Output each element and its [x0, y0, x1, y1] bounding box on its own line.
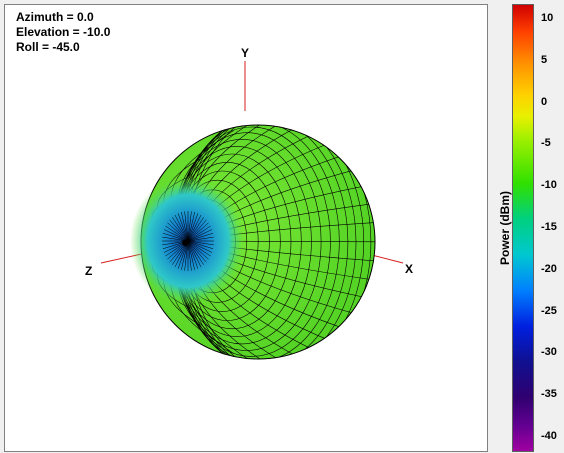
- colorbar-tick-label: -5: [541, 137, 551, 150]
- origin-marker: [182, 240, 188, 246]
- azimuth-readout: Azimuth = 0.0: [16, 10, 94, 24]
- plot-area[interactable]: Y X Z Azimuth = 0.0 Elevation = -10.0 Ro…: [4, 4, 488, 452]
- colorbar-tick-label: 10: [541, 12, 554, 24]
- colorbar-tick-label: -35: [541, 388, 557, 401]
- null-mesh-line: [177, 213, 189, 242]
- colorbar-tick-label: 0: [541, 95, 548, 108]
- colorbar-tick-label: -10: [541, 179, 557, 192]
- colorbar-tick-label: -15: [541, 221, 557, 233]
- colorbar: [512, 4, 534, 452]
- colorbar-tick-label: -30: [541, 346, 557, 359]
- null-mesh-line: [187, 211, 195, 242]
- null-mesh-line: [187, 211, 192, 242]
- null-mesh-line: [187, 229, 213, 242]
- null-mesh-line: [181, 240, 189, 271]
- z-axis-label: Z: [85, 264, 92, 278]
- null-mesh-line: [187, 240, 202, 268]
- null-mesh-line: [187, 240, 205, 265]
- elevation-readout: Elevation = -10.0: [16, 25, 111, 39]
- null-mesh-line: [187, 219, 207, 242]
- null-mesh-line: [187, 240, 195, 271]
- null-mesh-line: [187, 232, 214, 242]
- null-mesh-line: [187, 240, 207, 263]
- x-axis-label: X: [405, 262, 413, 276]
- colorbar-tick-label: -40: [541, 430, 557, 442]
- null-mesh-line: [163, 229, 189, 242]
- null-mesh-line: [187, 236, 214, 242]
- null-mesh-line: [181, 211, 189, 242]
- null-mesh-line: [187, 240, 214, 246]
- colorbar-tick-label: -20: [541, 262, 557, 275]
- null-mesh-line: [162, 232, 189, 242]
- null-mesh-line: [187, 240, 211, 257]
- null-mesh-line: [187, 240, 199, 269]
- null-mesh-line: [174, 214, 189, 242]
- null-mesh: [162, 211, 214, 271]
- colorbar-tick-label: -25: [541, 304, 557, 317]
- null-mesh-line: [187, 240, 192, 271]
- null-mesh-line: [187, 240, 213, 253]
- null-mesh-line: [187, 213, 199, 242]
- y-axis-label: Y: [241, 46, 249, 60]
- colorbar-tick-label: 5: [541, 53, 548, 66]
- pattern-3d-plot: Y X Z: [85, 46, 413, 360]
- null-mesh-line: [169, 219, 189, 242]
- null-mesh-line: [187, 214, 202, 242]
- null-mesh-line: [171, 217, 189, 242]
- colorbar-title: Power (dBm): [498, 190, 512, 266]
- null-mesh-line: [187, 240, 209, 260]
- null-mesh-line: [167, 222, 189, 242]
- null-mesh-line: [187, 225, 211, 242]
- null-mesh-line: [165, 225, 189, 242]
- null-mesh-line: [187, 222, 209, 242]
- null-mesh-line: [184, 211, 189, 242]
- null-mesh-line: [184, 240, 189, 271]
- null-mesh-line: [187, 217, 205, 242]
- roll-readout: Roll = -45.0: [16, 40, 80, 54]
- null-mesh-line: [187, 240, 214, 250]
